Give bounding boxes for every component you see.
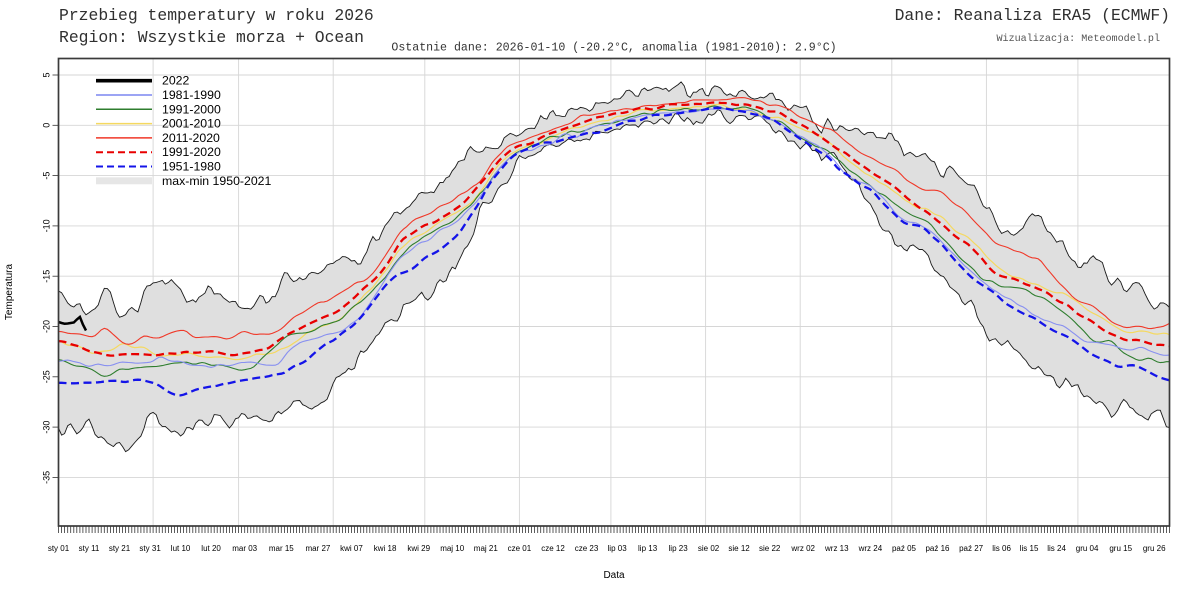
svg-text:-35: -35 [42, 471, 52, 484]
svg-text:5: 5 [42, 72, 52, 77]
svg-text:lis 24: lis 24 [1047, 544, 1066, 553]
svg-text:lut 10: lut 10 [171, 544, 191, 553]
svg-text:wrz 13: wrz 13 [824, 544, 849, 553]
svg-text:-30: -30 [42, 421, 52, 434]
svg-text:wrz 02: wrz 02 [790, 544, 815, 553]
svg-text:1991-2000: 1991-2000 [162, 102, 221, 116]
svg-text:lip 13: lip 13 [638, 544, 658, 553]
svg-text:-10: -10 [42, 219, 52, 232]
svg-text:Dane: Reanaliza ERA5 (ECMWF): Dane: Reanaliza ERA5 (ECMWF) [895, 6, 1170, 25]
svg-text:maj 10: maj 10 [440, 544, 465, 553]
svg-text:lis 06: lis 06 [992, 544, 1011, 553]
svg-text:maj 21: maj 21 [474, 544, 499, 553]
svg-text:Data: Data [603, 570, 625, 581]
svg-text:kwi 18: kwi 18 [374, 544, 397, 553]
svg-text:sty 21: sty 21 [109, 544, 131, 553]
svg-text:gru 26: gru 26 [1143, 544, 1166, 553]
svg-text:sty 31: sty 31 [139, 544, 161, 553]
svg-text:Region: Wszystkie morza + Ocea: Region: Wszystkie morza + Ocean [59, 28, 364, 47]
svg-text:2022: 2022 [162, 74, 190, 88]
svg-text:mar 27: mar 27 [305, 544, 330, 553]
svg-text:cze 01: cze 01 [508, 544, 532, 553]
svg-text:sty 11: sty 11 [79, 544, 100, 553]
svg-text:Temperatura: Temperatura [4, 263, 15, 320]
svg-text:sie 22: sie 22 [759, 544, 781, 553]
svg-text:2011-2020: 2011-2020 [162, 131, 220, 145]
svg-text:lip 03: lip 03 [608, 544, 628, 553]
svg-text:-20: -20 [42, 320, 52, 333]
svg-text:1991-2020: 1991-2020 [162, 145, 221, 159]
svg-text:paź 27: paź 27 [959, 544, 984, 553]
svg-text:gru 04: gru 04 [1076, 544, 1099, 553]
svg-text:1981-1990: 1981-1990 [162, 88, 221, 102]
svg-text:cze 12: cze 12 [541, 544, 565, 553]
svg-text:kwi 29: kwi 29 [407, 544, 430, 553]
svg-text:2001-2010: 2001-2010 [162, 117, 221, 131]
svg-text:Ostatnie dane: 2026-01-10 (-20: Ostatnie dane: 2026-01-10 (-20.2°C, anom… [391, 42, 836, 55]
svg-text:max-min 1950-2021: max-min 1950-2021 [162, 174, 272, 188]
svg-text:lut 20: lut 20 [201, 544, 221, 553]
svg-text:-5: -5 [42, 172, 52, 180]
svg-text:kwi 07: kwi 07 [340, 544, 363, 553]
svg-text:mar 03: mar 03 [232, 544, 257, 553]
svg-text:sie 02: sie 02 [698, 544, 720, 553]
svg-text:sty 01: sty 01 [48, 544, 70, 553]
svg-text:0: 0 [42, 123, 52, 128]
svg-text:Przebieg temperatury w roku 20: Przebieg temperatury w roku 2026 [59, 6, 374, 25]
svg-text:wrz 24: wrz 24 [858, 544, 883, 553]
svg-text:mar 15: mar 15 [269, 544, 294, 553]
svg-text:-15: -15 [42, 270, 52, 283]
svg-text:1951-1980: 1951-1980 [162, 160, 221, 174]
svg-text:gru 15: gru 15 [1109, 544, 1132, 553]
svg-text:cze 23: cze 23 [575, 544, 599, 553]
svg-text:lis 15: lis 15 [1020, 544, 1039, 553]
svg-text:-25: -25 [42, 370, 52, 383]
svg-text:sie 12: sie 12 [728, 544, 750, 553]
svg-text:Wizualizacja: Meteomodel.pl: Wizualizacja: Meteomodel.pl [996, 33, 1160, 45]
svg-text:paź 16: paź 16 [925, 544, 950, 553]
svg-text:lip 23: lip 23 [669, 544, 689, 553]
svg-text:paź 05: paź 05 [892, 544, 917, 553]
